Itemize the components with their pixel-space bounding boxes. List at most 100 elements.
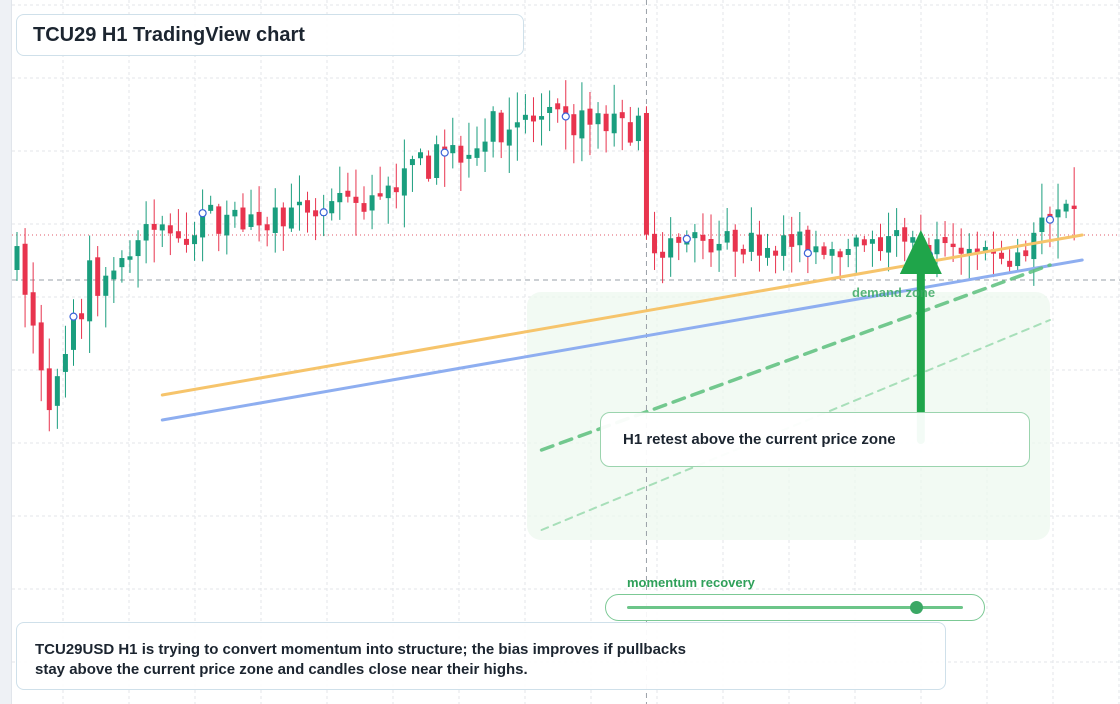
candle-body bbox=[224, 214, 230, 236]
candle-body bbox=[611, 113, 617, 134]
candle-body bbox=[982, 247, 988, 253]
candle-body bbox=[474, 148, 480, 158]
candle-body bbox=[264, 224, 270, 231]
candle-body bbox=[845, 248, 851, 255]
candle-body bbox=[369, 195, 375, 211]
candle-body bbox=[748, 232, 754, 252]
candle-body bbox=[829, 249, 835, 256]
candle-body bbox=[974, 248, 980, 254]
event-marker bbox=[1045, 215, 1055, 224]
candle-body bbox=[579, 110, 585, 139]
candle-body bbox=[466, 154, 472, 159]
candle-body bbox=[135, 240, 141, 257]
candle-body bbox=[781, 235, 787, 256]
zone-label: demand zone bbox=[852, 285, 936, 300]
candle-body bbox=[216, 206, 222, 234]
candle-body bbox=[119, 258, 125, 268]
candle-body bbox=[296, 201, 302, 206]
candle-body bbox=[385, 185, 391, 199]
candle-body bbox=[1007, 260, 1013, 267]
chart-title: TCU29 H1 TradingView chart bbox=[33, 23, 305, 46]
candle-body bbox=[934, 239, 940, 255]
candle-body bbox=[547, 106, 553, 113]
event-marker bbox=[69, 312, 78, 321]
candle-body bbox=[643, 112, 649, 235]
candle-body bbox=[821, 246, 827, 255]
candle-body bbox=[490, 111, 496, 142]
candle-body bbox=[192, 235, 198, 245]
candle-body bbox=[70, 316, 76, 350]
callout-text: H1 retest above the current price zone bbox=[623, 431, 896, 448]
candle-body bbox=[1023, 250, 1029, 257]
candle-body bbox=[393, 187, 399, 193]
candle-body bbox=[619, 112, 625, 119]
candle-body bbox=[458, 145, 464, 163]
candle-body bbox=[426, 155, 432, 179]
candle-body bbox=[1039, 217, 1045, 233]
event-marker bbox=[561, 112, 570, 121]
candle-body bbox=[337, 192, 343, 203]
candle-body bbox=[805, 229, 811, 254]
retest-callout: H1 retest above the current price zone bbox=[600, 412, 1030, 467]
candle-body bbox=[708, 239, 714, 253]
candle-body bbox=[38, 322, 44, 371]
candle-body bbox=[14, 246, 20, 270]
candle-body bbox=[530, 115, 536, 122]
candle-body bbox=[208, 204, 214, 211]
candle-body bbox=[773, 250, 779, 256]
candle-body bbox=[377, 193, 383, 197]
candle-body bbox=[30, 292, 36, 326]
candle-body bbox=[79, 313, 85, 320]
candle-body bbox=[62, 354, 68, 372]
candle-body bbox=[482, 141, 488, 152]
candle-body bbox=[498, 112, 504, 143]
candle-body bbox=[159, 224, 165, 231]
candle-body bbox=[813, 246, 819, 253]
candle-body bbox=[595, 113, 601, 125]
momentum-knob[interactable] bbox=[909, 601, 923, 614]
candle-body bbox=[700, 234, 706, 241]
candle-body bbox=[894, 230, 900, 237]
candle-body bbox=[853, 237, 859, 247]
candle-body bbox=[143, 224, 149, 241]
candle-body bbox=[1031, 232, 1037, 260]
candle-body bbox=[256, 211, 262, 226]
candle-body bbox=[1063, 203, 1069, 212]
price-scale-strip[interactable] bbox=[0, 0, 12, 704]
candle-body bbox=[756, 234, 762, 256]
candle-body bbox=[54, 376, 60, 406]
candle-body bbox=[958, 247, 964, 254]
candle-body bbox=[539, 116, 545, 120]
arrow-head bbox=[899, 230, 942, 274]
event-marker bbox=[803, 249, 812, 258]
candle-body bbox=[652, 233, 658, 254]
candle-body bbox=[345, 190, 351, 197]
momentum-label: momentum recovery bbox=[627, 575, 755, 590]
bullish-arrow bbox=[899, 230, 942, 444]
candle-body bbox=[240, 207, 246, 230]
candle-body bbox=[167, 225, 173, 234]
candle-body bbox=[313, 210, 319, 217]
candle-body bbox=[401, 168, 407, 196]
candle-body bbox=[409, 159, 415, 166]
candlestick-series bbox=[14, 80, 1077, 432]
candle-body bbox=[724, 231, 730, 243]
candle-body bbox=[837, 251, 843, 258]
candle-body bbox=[668, 238, 674, 258]
momentum-meter[interactable] bbox=[605, 594, 985, 621]
candle-body bbox=[1071, 205, 1077, 209]
candle-body bbox=[740, 248, 746, 255]
candle-body bbox=[877, 237, 883, 252]
candle-body bbox=[676, 236, 682, 243]
candle-body bbox=[732, 229, 738, 252]
candle-body bbox=[1055, 209, 1061, 218]
candle-body bbox=[999, 252, 1005, 259]
candle-body bbox=[434, 144, 440, 179]
candle-body bbox=[353, 196, 359, 203]
candle-body bbox=[660, 251, 666, 258]
candle-body bbox=[329, 201, 335, 214]
candle-body bbox=[288, 207, 294, 229]
candle-body bbox=[418, 152, 423, 159]
candle-body bbox=[200, 213, 206, 238]
candle-body bbox=[522, 114, 528, 120]
